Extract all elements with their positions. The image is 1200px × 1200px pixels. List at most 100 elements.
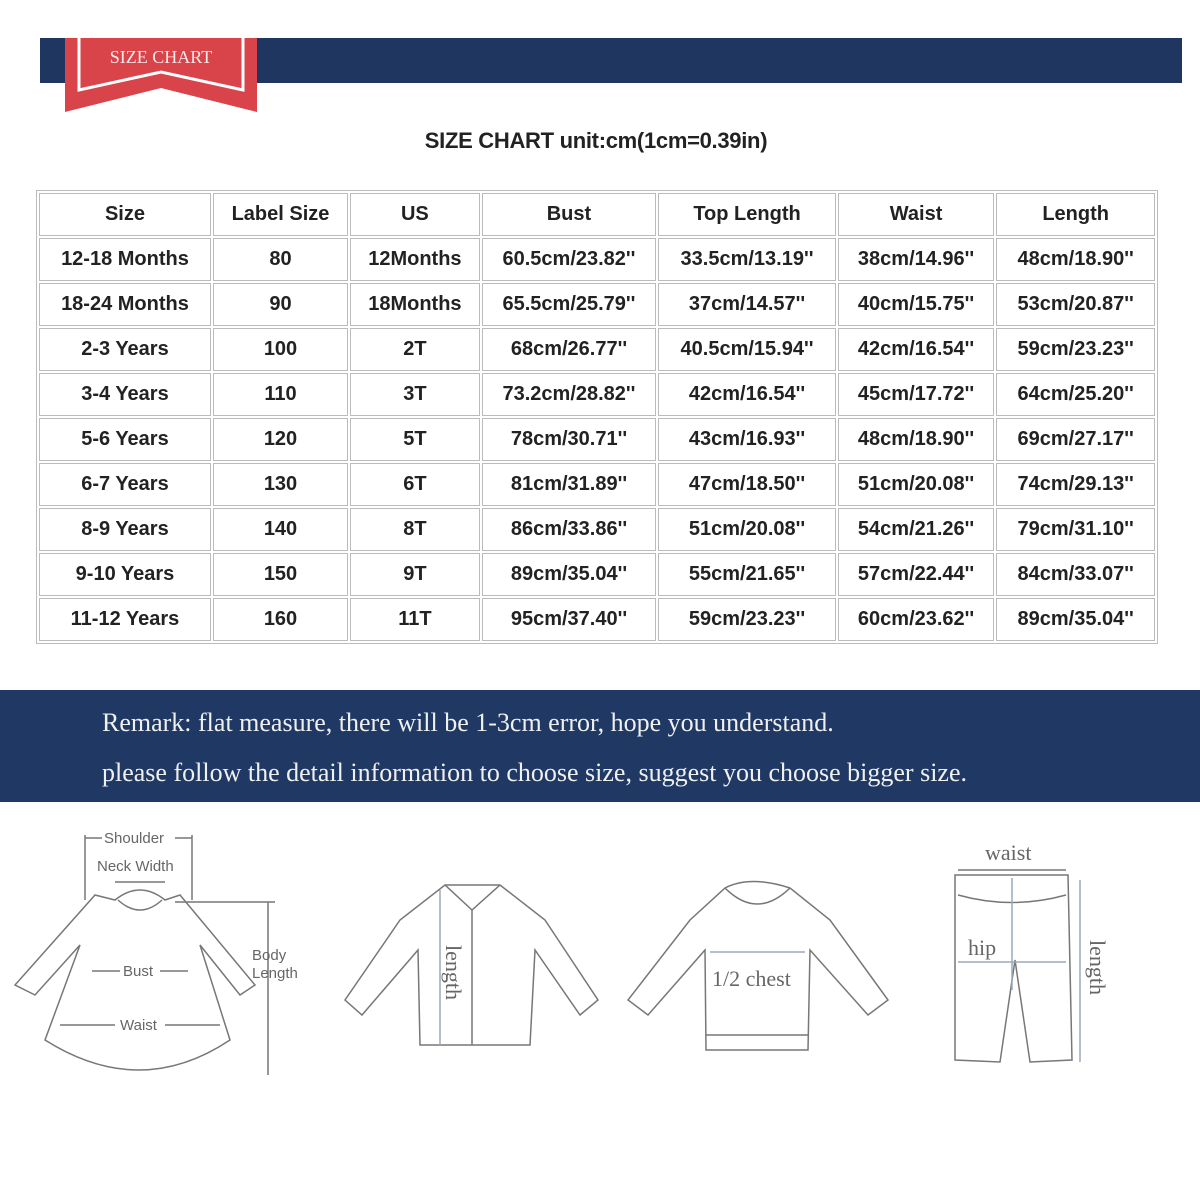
- table-row: 3-4 Years 110 3T 73.2cm/28.82'' 42cm/16.54''…: [39, 373, 1155, 416]
- table-cell: 18-24 Months: [39, 283, 211, 326]
- table-cell: 68cm/26.77'': [481, 328, 657, 371]
- pants-hip-label: hip: [968, 935, 996, 960]
- table-row: 12-18 Months 80 12Months 60.5cm/23.82'' 33.5…: [39, 238, 1155, 281]
- table-row: 18-24 Months 90 18Months 65.5cm/25.79'' 37cm…: [39, 283, 1155, 326]
- table-cell: 3-4 Years: [39, 373, 211, 416]
- remark-line-1: Remark: flat measure, there will be 1-3c…: [102, 708, 834, 737]
- table-cell: 8-9 Years: [39, 508, 211, 551]
- table-cell: 100: [212, 328, 349, 371]
- table-cell: 6T: [350, 463, 480, 506]
- table-cell: 95cm/37.40'': [481, 598, 657, 641]
- table-cell: 12Months: [350, 238, 480, 281]
- table-cell: 110: [212, 373, 349, 416]
- dress-neck-label: Neck Width: [97, 858, 174, 875]
- remark-banner: Remark: flat measure, there will be 1-3c…: [0, 690, 1200, 802]
- table-cell: 51cm/20.08'': [837, 463, 995, 506]
- table-cell: 59cm/23.23'': [658, 598, 836, 641]
- table-cell: 80: [212, 238, 349, 281]
- column-header: US: [350, 193, 480, 236]
- pants-waist-label: waist: [985, 840, 1031, 865]
- measurement-diagrams: Shoulder Neck Width Bust Waist Body Leng…: [13, 830, 1110, 1075]
- column-header: Size: [39, 193, 211, 236]
- table-cell: 73.2cm/28.82'': [481, 373, 657, 416]
- table-cell: 38cm/14.96'': [837, 238, 995, 281]
- sweater-diagram: 1/2 chest: [626, 880, 890, 1051]
- table-cell: 59cm/23.23'': [996, 328, 1155, 371]
- table-cell: 54cm/21.26'': [837, 508, 995, 551]
- table-cell: 81cm/31.89'': [481, 463, 657, 506]
- table-cell: 120: [212, 418, 349, 461]
- table-cell: 9-10 Years: [39, 553, 211, 596]
- table-cell: 60.5cm/23.82'': [481, 238, 657, 281]
- table-row: 11-12 Years 160 11T 95cm/37.40'' 59cm/23.23'…: [39, 598, 1155, 641]
- dress-waist-label: Waist: [120, 1017, 158, 1034]
- table-row: 8-9 Years 140 8T 86cm/33.86'' 51cm/20.08'' 54…: [39, 508, 1155, 551]
- table-cell: 33.5cm/13.19'': [658, 238, 836, 281]
- column-header: Length: [996, 193, 1155, 236]
- table-cell: 42cm/16.54'': [837, 328, 995, 371]
- table-cell: 5-6 Years: [39, 418, 211, 461]
- table-cell: 47cm/18.50'': [658, 463, 836, 506]
- table-cell: 65.5cm/25.79'': [481, 283, 657, 326]
- table-cell: 74cm/29.13'': [996, 463, 1155, 506]
- table-row: 6-7 Years 130 6T 81cm/31.89'' 47cm/18.50'' 51…: [39, 463, 1155, 506]
- dress-diagram: Shoulder Neck Width Bust Waist Body Leng…: [13, 830, 298, 1075]
- table-row: 2-3 Years 100 2T 68cm/26.77'' 40.5cm/15.94''…: [39, 328, 1155, 371]
- dress-bust-label: Bust: [123, 963, 154, 980]
- dress-body-label: Body: [252, 947, 287, 964]
- pants-diagram: waist hip length: [954, 840, 1110, 1063]
- table-cell: 90: [212, 283, 349, 326]
- table-cell: 2T: [350, 328, 480, 371]
- chart-title: SIZE CHART unit:cm(1cm=0.39in): [424, 128, 768, 153]
- table-cell: 51cm/20.08'': [658, 508, 836, 551]
- table-cell: 12-18 Months: [39, 238, 211, 281]
- table-cell: 53cm/20.87'': [996, 283, 1155, 326]
- table-cell: 9T: [350, 553, 480, 596]
- table-cell: 78cm/30.71'': [481, 418, 657, 461]
- size-table: Size Label Size US Bust Top Length Waist Lengt…: [36, 190, 1158, 644]
- table-cell: 69cm/27.17'': [996, 418, 1155, 461]
- table-cell: 8T: [350, 508, 480, 551]
- table-row: 5-6 Years 120 5T 78cm/30.71'' 43cm/16.93'' 48…: [39, 418, 1155, 461]
- table-cell: 6-7 Years: [39, 463, 211, 506]
- column-header: Top Length: [658, 193, 836, 236]
- table-cell: 55cm/21.65'': [658, 553, 836, 596]
- column-header: Label Size: [212, 193, 349, 236]
- table-header-row: Size Label Size US Bust Top Length Waist Lengt…: [39, 193, 1155, 236]
- column-header: Waist: [837, 193, 995, 236]
- size-chart-ribbon: [65, 38, 257, 112]
- table-cell: 37cm/14.57'': [658, 283, 836, 326]
- table-cell: 40.5cm/15.94'': [658, 328, 836, 371]
- shirt-length-label: length: [441, 945, 466, 1000]
- table-cell: 79cm/31.10'': [996, 508, 1155, 551]
- table-cell: 45cm/17.72'': [837, 373, 995, 416]
- table-cell: 130: [212, 463, 349, 506]
- table-cell: 89cm/35.04'': [481, 553, 657, 596]
- table-cell: 86cm/33.86'': [481, 508, 657, 551]
- table-cell: 2-3 Years: [39, 328, 211, 371]
- table-cell: 84cm/33.07'': [996, 553, 1155, 596]
- table-cell: 42cm/16.54'': [658, 373, 836, 416]
- sweater-chest-label: 1/2 chest: [712, 966, 791, 991]
- table-cell: 57cm/22.44'': [837, 553, 995, 596]
- table-cell: 11-12 Years: [39, 598, 211, 641]
- shirt-diagram: length: [344, 884, 599, 1046]
- table-cell: 40cm/15.75'': [837, 283, 995, 326]
- dress-length-label: Length: [252, 965, 298, 982]
- table-row: 9-10 Years 150 9T 89cm/35.04'' 55cm/21.65'' 5…: [39, 553, 1155, 596]
- pants-length-label: length: [1085, 940, 1110, 995]
- table-cell: 64cm/25.20'': [996, 373, 1155, 416]
- table-cell: 43cm/16.93'': [658, 418, 836, 461]
- table-cell: 89cm/35.04'': [996, 598, 1155, 641]
- table-cell: 150: [212, 553, 349, 596]
- ribbon-label: SIZE CHART: [109, 47, 213, 67]
- dress-shoulder-label: Shoulder: [104, 830, 164, 847]
- column-header: Bust: [481, 193, 657, 236]
- table-cell: 3T: [350, 373, 480, 416]
- table-cell: 48cm/18.90'': [996, 238, 1155, 281]
- table-cell: 5T: [350, 418, 480, 461]
- table-cell: 60cm/23.62'': [837, 598, 995, 641]
- table-cell: 11T: [350, 598, 480, 641]
- table-cell: 140: [212, 508, 349, 551]
- table-cell: 160: [212, 598, 349, 641]
